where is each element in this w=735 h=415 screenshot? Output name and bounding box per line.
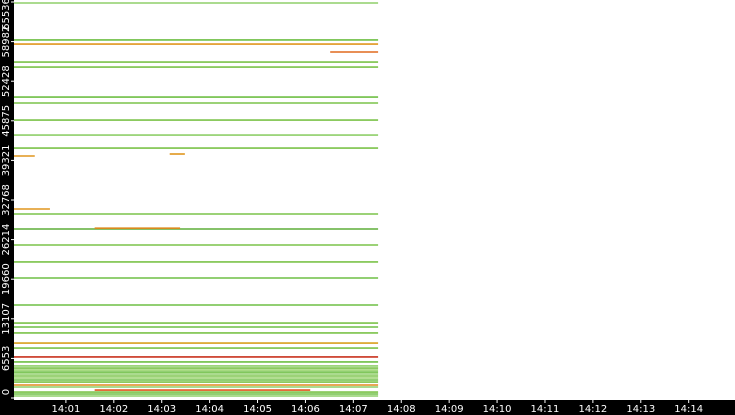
plot-area xyxy=(14,2,379,397)
x-tick-label: 14:04 xyxy=(195,404,224,415)
y-tick-label: 6553 xyxy=(1,346,12,371)
y-tick-label: 45875 xyxy=(1,105,12,137)
x-tick-label: 14:02 xyxy=(99,404,128,415)
y-tick-label: 13107 xyxy=(1,303,12,335)
x-tick-label: 14:13 xyxy=(626,404,655,415)
x-tick-label: 14:09 xyxy=(435,404,464,415)
x-tick-label: 14:14 xyxy=(674,404,703,415)
x-tick-label: 14:03 xyxy=(147,404,176,415)
x-tick-label: 14:05 xyxy=(243,404,272,415)
y-tick-label: 52428 xyxy=(1,65,12,97)
y-tick-label: 39321 xyxy=(1,144,12,176)
y-tick-label: 26214 xyxy=(1,224,12,256)
x-tick-label: 14:06 xyxy=(291,404,320,415)
y-axis-strip xyxy=(0,0,14,415)
x-tick-label: 14:08 xyxy=(387,404,416,415)
x-tick-label: 14:07 xyxy=(339,404,368,415)
y-tick-label: 58982 xyxy=(1,26,12,58)
x-tick-label: 14:01 xyxy=(51,404,80,415)
y-tick-label: 19660 xyxy=(1,263,12,295)
x-tick-label: 14:11 xyxy=(531,404,560,415)
y-tick-label: 65536 xyxy=(1,0,12,30)
x-tick-label: 14:10 xyxy=(483,404,512,415)
y-tick-label: 0 xyxy=(1,389,12,395)
x-tick-label: 14:12 xyxy=(578,404,607,415)
y-tick-label: 32768 xyxy=(1,184,12,216)
x-axis-strip xyxy=(0,400,735,415)
